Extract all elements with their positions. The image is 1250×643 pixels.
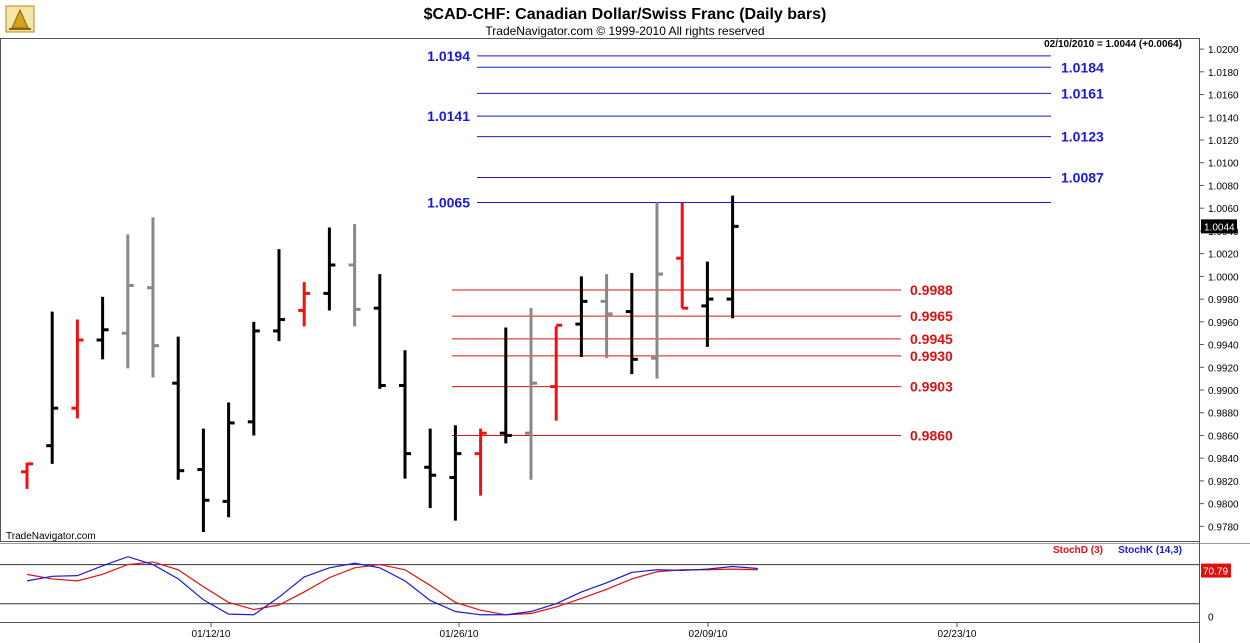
ohlc-bar <box>21 462 33 489</box>
logo-icon <box>5 5 35 33</box>
stoch-last-label: 70.79 <box>1203 567 1228 578</box>
price-tick-label: 0.9820 <box>1208 477 1239 488</box>
ohlc-bar <box>247 321 260 436</box>
price-tick-label: 1.0000 <box>1208 272 1239 283</box>
ohlc-bar <box>525 308 537 480</box>
price-tick-label: 0.9780 <box>1208 522 1239 533</box>
blue-level-label: 1.0161 <box>1061 85 1104 101</box>
red-level-label: 0.9965 <box>910 308 953 324</box>
fib-levels: 1.0194 1.0141 1.0065 1.0184 1.0161 1.0123 1.00… <box>427 48 1104 444</box>
ohlc-bar <box>449 425 462 521</box>
ohlc-bar <box>676 202 689 310</box>
ohlc-bar <box>121 234 134 369</box>
stoch-tick-label: 0 <box>1208 613 1214 624</box>
ohlc-bar <box>424 428 437 509</box>
ohlc-bar <box>323 227 336 311</box>
red-level-label: 0.9903 <box>910 379 953 395</box>
ohlc-bar <box>71 319 84 419</box>
time-tick-label: 01/12/10 <box>192 629 231 640</box>
ohlc-bar <box>46 311 59 464</box>
time-tick-label: 02/23/10 <box>938 629 977 640</box>
ohlc-bar <box>222 402 235 518</box>
price-tick-label: 1.0160 <box>1208 91 1239 102</box>
blue-level-label: 1.0123 <box>1061 129 1104 145</box>
legend-stoch-d: StochD (3) <box>1053 545 1103 556</box>
ohlc-bar <box>172 336 185 480</box>
blue-level-label: 1.0184 <box>1061 59 1104 75</box>
red-level-label: 0.9988 <box>910 282 953 298</box>
price-tick-label: 1.0020 <box>1208 250 1239 261</box>
ohlc-bar <box>701 261 714 347</box>
ohlc-bar <box>474 428 487 496</box>
time-tick-label: 02/09/10 <box>689 629 728 640</box>
ohlc-bar <box>348 224 361 327</box>
ohlc-bar <box>197 428 210 533</box>
last-price-marker: 1.0044 <box>1201 219 1237 234</box>
price-tick-label: 0.9800 <box>1208 500 1239 511</box>
chart-copyright: TradeNavigator.com © 1999-2010 All right… <box>485 24 764 38</box>
ohlc-bar <box>550 323 563 421</box>
ohlc-bar <box>96 296 109 360</box>
blue-level-label: 1.0141 <box>427 108 470 124</box>
stochastic-panel: 070.79 <box>0 556 1231 624</box>
blue-level-label: 1.0065 <box>427 195 470 211</box>
chart-title: $CAD-CHF: Canadian Dollar/Swiss Franc (D… <box>424 6 827 23</box>
ohlc-bar <box>726 195 739 319</box>
price-tick-label: 1.0100 <box>1208 159 1239 170</box>
last-price-badge <box>1201 219 1237 234</box>
ohlc-bar <box>399 350 411 479</box>
price-tick-label: 0.9920 <box>1208 363 1239 374</box>
price-tick-label: 0.9840 <box>1208 454 1239 465</box>
ohlc-bar <box>651 202 663 379</box>
price-tick-label: 0.9880 <box>1208 409 1239 420</box>
red-level-label: 0.9860 <box>910 427 953 443</box>
legend-stoch-k: StochK (14,3) <box>1118 545 1182 556</box>
price-axis: 1.0200 1.0180 1.0160 1.0140 1.0120 1.0100 1.00… <box>1199 45 1239 533</box>
ohlc-bar <box>298 282 311 327</box>
price-tick-label: 0.9860 <box>1208 431 1239 442</box>
time-axis: 01/12/10 01/26/10 02/09/10 02/23/10 <box>192 622 977 640</box>
price-tick-label: 1.0140 <box>1208 113 1239 124</box>
last-quote: 02/10/2010 = 1.0044 (+0.0064) <box>1044 39 1182 50</box>
time-tick-label: 01/26/10 <box>440 629 479 640</box>
price-tick-label: 1.0080 <box>1208 181 1239 192</box>
blue-level-label: 1.0194 <box>427 48 470 64</box>
last-price-label: 1.0044 <box>1204 222 1235 233</box>
price-tick-label: 0.9900 <box>1208 386 1239 397</box>
blue-level-label: 1.0087 <box>1061 170 1104 186</box>
price-tick-label: 1.0200 <box>1208 45 1239 56</box>
red-level-label: 0.9930 <box>910 348 953 364</box>
ohlc-bar <box>600 274 613 359</box>
stoch-d-line <box>26 561 758 616</box>
price-tick-label: 0.9980 <box>1208 295 1239 306</box>
ohlc-bar <box>147 217 159 378</box>
watermark-text: TradeNavigator.com <box>6 531 96 542</box>
price-tick-label: 1.0180 <box>1208 68 1239 79</box>
ohlc-bar <box>273 249 285 342</box>
price-tick-label: 0.9940 <box>1208 341 1239 352</box>
red-level-label: 0.9945 <box>910 331 953 347</box>
ohlc-bar <box>625 272 638 375</box>
stoch-last-badge <box>1201 563 1231 578</box>
ohlc-bar <box>575 276 588 358</box>
ohlc-series <box>21 195 739 533</box>
price-tick-label: 1.0060 <box>1208 204 1239 215</box>
ohlc-bar <box>499 327 512 444</box>
stoch-k-line <box>26 556 758 616</box>
ohlc-bar <box>373 274 386 389</box>
price-tick-label: 1.0120 <box>1208 136 1239 147</box>
price-tick-label: 0.9960 <box>1208 318 1239 329</box>
